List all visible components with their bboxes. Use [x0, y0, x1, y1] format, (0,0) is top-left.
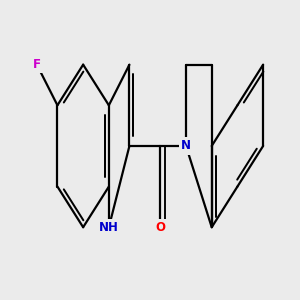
Text: F: F: [33, 58, 41, 71]
Text: O: O: [155, 221, 165, 234]
Text: N: N: [181, 140, 191, 152]
Text: NH: NH: [99, 221, 119, 234]
